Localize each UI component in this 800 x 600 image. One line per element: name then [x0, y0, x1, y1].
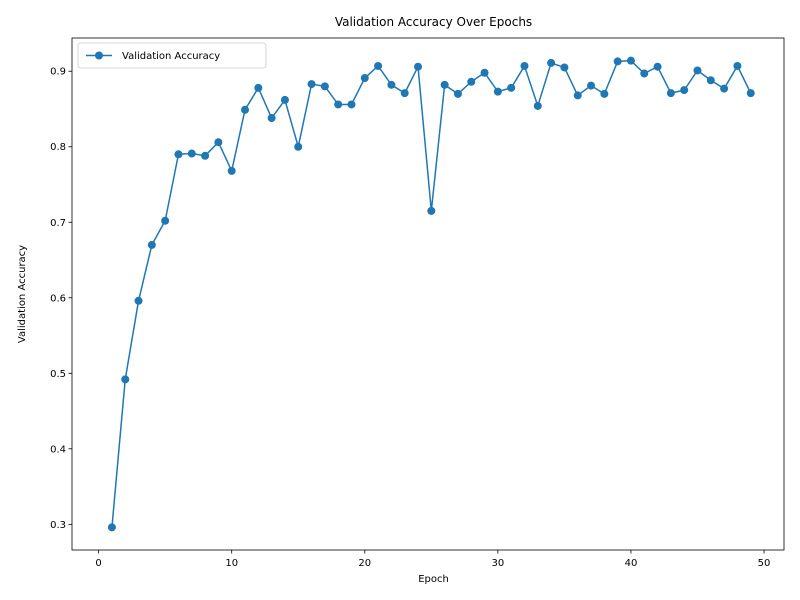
x-tick-label: 30	[492, 558, 505, 569]
data-point	[280, 95, 289, 104]
data-point	[533, 101, 542, 110]
x-tick-label: 50	[758, 558, 771, 569]
data-point	[360, 74, 369, 83]
data-point	[520, 61, 529, 70]
y-tick-label: 0.6	[50, 293, 66, 304]
data-point	[134, 296, 143, 305]
data-point	[680, 86, 689, 95]
data-point	[307, 80, 316, 89]
y-tick-label: 0.9	[50, 67, 66, 78]
legend-label: Validation Accuracy	[122, 51, 220, 62]
data-point	[107, 523, 116, 532]
data-point	[493, 87, 502, 96]
data-point	[626, 56, 635, 65]
data-point	[294, 142, 303, 151]
data-point	[227, 166, 236, 175]
x-axis-label: Epoch	[418, 574, 449, 585]
x-tick-label: 0	[95, 558, 101, 569]
y-tick-label: 0.4	[50, 444, 66, 455]
data-point	[666, 89, 675, 98]
data-point	[187, 149, 196, 158]
data-point	[480, 68, 489, 77]
data-point	[241, 105, 250, 114]
y-axis-label: Validation Accuracy	[17, 245, 28, 343]
legend-box	[77, 42, 267, 69]
data-point	[214, 138, 223, 147]
data-point	[720, 84, 729, 93]
data-point	[453, 89, 462, 98]
data-point	[640, 69, 649, 78]
plot-area: 0 10 20 30 40 50 0.3 0.4 0.5 0.6 0.7 0.8 0.9 Validati…	[50, 37, 785, 569]
axes-frame	[71, 37, 785, 551]
data-point	[400, 89, 409, 98]
x-tick-label: 20	[358, 558, 371, 569]
data-point	[746, 89, 755, 98]
data-point	[507, 83, 516, 92]
data-point	[201, 151, 210, 160]
y-tick-label: 0.5	[50, 369, 66, 380]
data-point	[600, 89, 609, 98]
data-point	[267, 114, 276, 123]
data-point	[613, 57, 622, 66]
chart-title: Validation Accuracy Over Epochs	[335, 15, 532, 29]
data-point	[320, 82, 329, 91]
y-tick-label: 0.8	[50, 142, 66, 153]
data-point	[693, 66, 702, 75]
data-point	[560, 63, 569, 72]
data-point	[440, 80, 449, 89]
x-tick-label: 10	[225, 558, 238, 569]
data-point	[733, 61, 742, 70]
data-point	[254, 83, 263, 92]
data-point	[121, 375, 130, 384]
data-point	[174, 150, 183, 159]
data-point	[161, 216, 170, 225]
data-point	[547, 58, 556, 67]
y-tick-label: 0.7	[50, 218, 66, 229]
data-point	[147, 240, 156, 249]
data-point	[334, 100, 343, 109]
data-point	[387, 80, 396, 89]
data-point	[347, 100, 356, 109]
x-tick-label: 40	[625, 558, 638, 569]
data-point	[427, 206, 436, 215]
data-point	[587, 81, 596, 90]
data-point	[414, 62, 423, 71]
data-point	[706, 76, 715, 85]
y-tick-label: 0.3	[50, 520, 66, 531]
data-point	[374, 61, 383, 70]
data-point	[653, 62, 662, 71]
data-point	[467, 77, 476, 86]
data-point	[573, 91, 582, 100]
legend-marker	[95, 51, 103, 60]
